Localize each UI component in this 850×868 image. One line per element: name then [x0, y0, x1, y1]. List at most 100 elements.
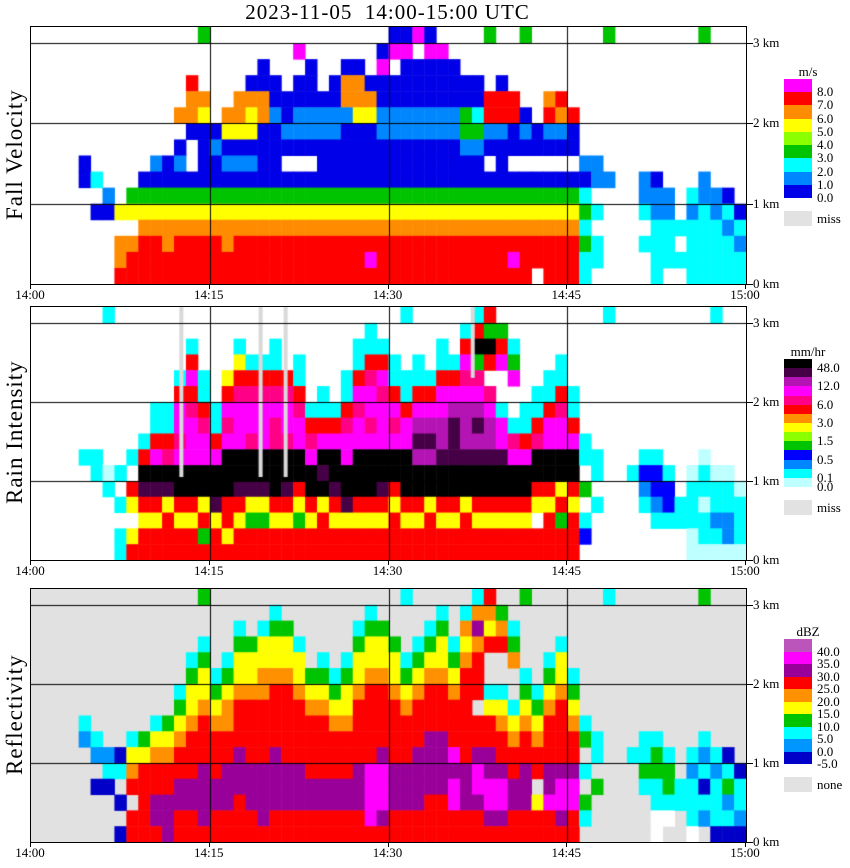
legend-miss-label: miss [817, 211, 841, 226]
x-tick-label: 14:00 [15, 287, 45, 302]
x-tick-label: 14:15 [193, 845, 224, 860]
x-tick-mark [566, 843, 568, 847]
legend-value-label: 30.0 [817, 668, 840, 684]
reflectivity-axis-label: Reflectivity [2, 654, 27, 775]
legend-value-label: -5.0 [817, 756, 838, 771]
y-tick-mark [747, 763, 753, 764]
y-tick-mark [747, 560, 753, 561]
legend-value-label: 5.0 [817, 731, 834, 746]
legend-value-label: 2.0 [817, 163, 834, 179]
x-tick-label: 14:15 [193, 563, 224, 578]
legend-color-segment [784, 477, 812, 487]
legend-unit: dBZ [796, 624, 820, 639]
y-tick-label: 2 km [753, 115, 780, 131]
y-tick-label: 3 km [753, 596, 780, 612]
legend-value-label: 25.0 [817, 681, 840, 696]
legend-value-label: 8.0 [817, 84, 834, 100]
legend-color-segment [784, 689, 812, 702]
y-tick-label: 0 km [753, 834, 780, 849]
x-tick-label: 15:00 [730, 845, 760, 860]
y-tick-label: 0 km [753, 552, 780, 567]
x-tick-mark [745, 843, 746, 847]
y-tick-mark [747, 323, 753, 324]
legend-miss-label: none [817, 777, 843, 792]
y-tick-mark [747, 605, 753, 606]
legend-color-segment [784, 459, 812, 469]
legend-color-segment [784, 386, 812, 396]
legend-miss-label: miss [817, 500, 841, 515]
legend-value-label: 0.0 [817, 743, 834, 759]
legend-value-label: 0.5 [817, 451, 834, 467]
legend-value-label: 15.0 [817, 706, 840, 721]
x-tick-mark [745, 285, 746, 289]
y-tick-label: 1 km [753, 754, 780, 770]
legend-color-segment [784, 441, 812, 451]
rain-intensity-heatmap [30, 306, 747, 561]
y-tick-label: 2 km [753, 393, 780, 409]
x-tick-label: 14:15 [193, 287, 224, 302]
y-tick-mark [747, 684, 753, 685]
legend-color-segment [784, 739, 812, 752]
legend-value-label: 10.0 [817, 718, 840, 734]
legend-miss-swatch [784, 211, 812, 226]
y-tick-mark [747, 123, 753, 124]
legend-value-label: 35.0 [817, 656, 840, 671]
legend-color-segment [784, 79, 812, 93]
x-tick-mark [566, 561, 568, 565]
y-tick-label: 2 km [753, 675, 780, 691]
legend-value-label: 4.0 [817, 137, 834, 153]
y-tick-label: 1 km [753, 195, 780, 211]
legend-color-segment [784, 450, 812, 460]
x-tick-mark [745, 561, 746, 565]
y-tick-mark [747, 402, 753, 403]
legend-color-segment [784, 432, 812, 442]
legend-color-segment [784, 184, 812, 198]
legend-value-label: 1.5 [817, 433, 834, 449]
x-tick-mark [208, 843, 210, 847]
legend-miss-swatch [784, 777, 812, 792]
y-tick-label: 0 km [753, 276, 780, 291]
legend-color-segment [784, 676, 812, 689]
legend-color-segment [784, 422, 812, 433]
legend-color-segment [784, 118, 812, 132]
legend-miss-swatch [784, 500, 812, 515]
y-tick-mark [747, 842, 753, 843]
fall-velocity-axis-label: Fall Velocity [2, 89, 27, 220]
x-tick-label: 14:00 [15, 845, 45, 860]
legend-color-segment [784, 651, 812, 664]
legend-value-label: 0.0 [817, 190, 834, 205]
legend-value-label: 48.0 [817, 360, 840, 376]
legend-color-segment [784, 131, 812, 146]
y-tick-label: 3 km [753, 35, 780, 51]
reflectivity-heatmap [30, 588, 747, 843]
x-tick-label: 15:00 [730, 287, 760, 302]
legend-value-label: 0.1 [817, 469, 834, 485]
x-tick-mark [208, 285, 210, 289]
x-tick-label: 14:30 [372, 845, 403, 860]
legend-color-segment [784, 145, 812, 159]
legend-value-label: 20.0 [817, 693, 840, 709]
legend-color-segment [784, 404, 812, 414]
legend-color-segment [784, 413, 812, 423]
legend-colorbar [784, 79, 812, 198]
legend-color-segment [784, 368, 812, 378]
legend-color-segment [784, 726, 812, 739]
fall-velocity-heatmap [30, 26, 747, 285]
y-tick-mark [747, 43, 753, 44]
figure-title: 2023-11-05 14:00-15:00 UTC [245, 0, 530, 24]
legend-color-segment [784, 158, 812, 172]
rain-intensity-axis-label: Rain Intensity [2, 360, 27, 505]
legend-color-segment [784, 359, 812, 369]
x-tick-mark [30, 561, 31, 565]
x-tick-mark [387, 285, 389, 289]
legend-value-label: 12.0 [817, 378, 840, 394]
x-tick-mark [387, 561, 389, 565]
legend-color-segment [784, 468, 812, 478]
x-tick-mark [566, 285, 568, 289]
legend-color-segment [784, 105, 812, 119]
legend-color-segment [784, 714, 812, 727]
legend-color-segment [784, 395, 812, 405]
legend-color-segment [784, 639, 812, 652]
y-tick-mark [747, 204, 753, 205]
